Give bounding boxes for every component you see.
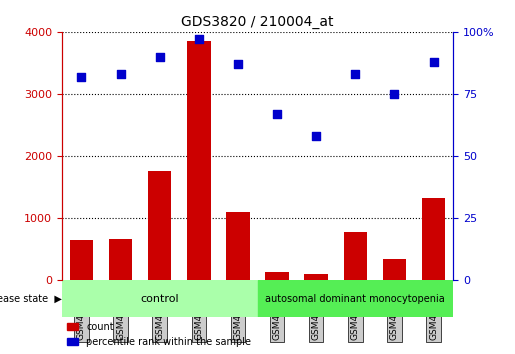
Text: control: control xyxy=(140,293,179,303)
Point xyxy=(156,54,164,59)
Point xyxy=(312,133,320,139)
Point xyxy=(430,59,438,64)
Point xyxy=(390,91,399,97)
Point xyxy=(273,111,281,116)
Bar xyxy=(62,280,258,317)
Point xyxy=(116,71,125,77)
Bar xyxy=(226,212,250,280)
Text: GSM400924: GSM400924 xyxy=(116,285,125,339)
Text: GSM400930: GSM400930 xyxy=(351,285,360,340)
Text: GSM400927: GSM400927 xyxy=(233,285,243,339)
Point xyxy=(351,71,359,77)
Title: GDS3820 / 210004_at: GDS3820 / 210004_at xyxy=(181,16,334,29)
Bar xyxy=(148,171,171,280)
Bar xyxy=(109,239,132,280)
Bar xyxy=(258,280,453,317)
Point xyxy=(234,61,242,67)
Text: GSM400929: GSM400929 xyxy=(312,285,321,339)
Point xyxy=(195,36,203,42)
Bar xyxy=(422,198,445,280)
Bar xyxy=(383,259,406,280)
Bar xyxy=(344,232,367,280)
Text: GSM400931: GSM400931 xyxy=(390,285,399,340)
Bar xyxy=(304,274,328,280)
Bar xyxy=(70,240,93,280)
Bar xyxy=(187,41,211,280)
Text: GSM400925: GSM400925 xyxy=(155,285,164,339)
Text: disease state  ▶: disease state ▶ xyxy=(0,293,62,303)
Text: GSM400926: GSM400926 xyxy=(194,285,203,339)
Bar xyxy=(265,273,289,280)
Text: autosomal dominant monocytopenia: autosomal dominant monocytopenia xyxy=(265,293,445,303)
Text: GSM400932: GSM400932 xyxy=(429,285,438,339)
Text: GSM400928: GSM400928 xyxy=(272,285,282,339)
Point xyxy=(77,74,85,79)
Text: GSM400923: GSM400923 xyxy=(77,285,86,339)
Legend: count, percentile rank within the sample: count, percentile rank within the sample xyxy=(66,322,251,347)
